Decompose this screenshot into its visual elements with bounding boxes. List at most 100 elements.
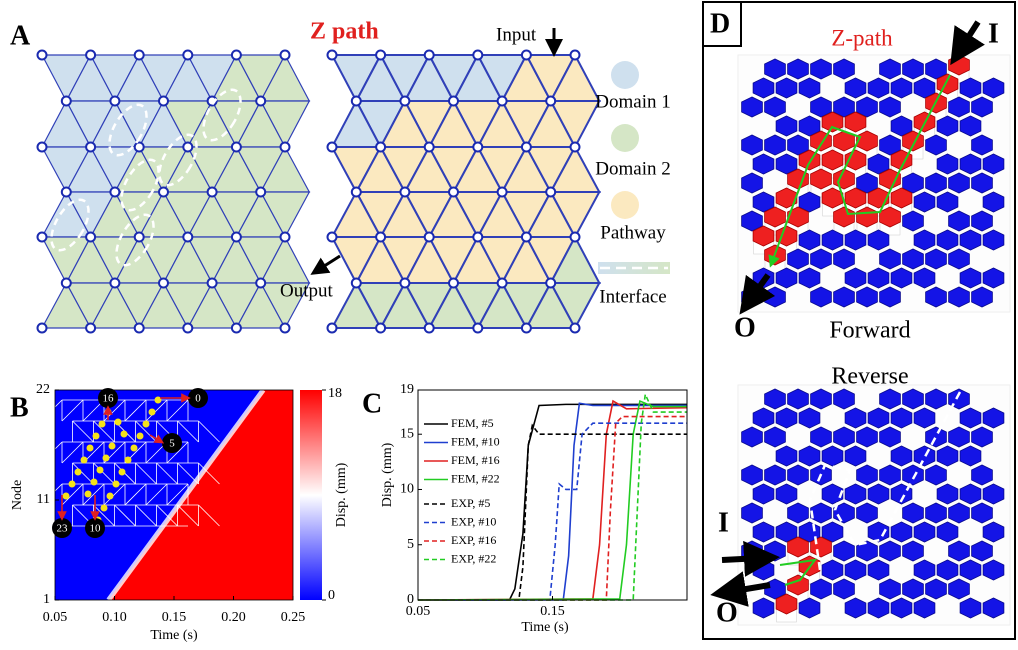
lattice-node <box>522 143 531 152</box>
panel-label: C <box>362 388 382 419</box>
lattice-node <box>449 97 458 106</box>
lattice-node <box>328 143 337 152</box>
lattice-node <box>232 143 241 152</box>
lattice-node <box>498 188 507 197</box>
lattice-node <box>473 233 482 242</box>
lattice-node <box>352 279 361 288</box>
lattice-node <box>135 324 144 333</box>
lattice-node <box>281 143 290 152</box>
lattice-node <box>208 188 217 197</box>
inset-node <box>75 469 82 476</box>
output-marker: O <box>716 597 738 628</box>
y-tick-label: 22 <box>36 382 50 397</box>
lattice-node <box>376 324 385 333</box>
lattice-node <box>328 51 337 60</box>
lattice-node <box>400 279 409 288</box>
panel-label: B <box>10 392 29 423</box>
y-tick-label: 1 <box>43 592 50 607</box>
lattice-node <box>62 188 71 197</box>
lattice-node <box>38 51 47 60</box>
series-line <box>418 423 687 600</box>
legend-label: EXP, #16 <box>451 533 496 547</box>
panel-title: Z-path <box>831 25 893 50</box>
output-label: Output <box>280 280 334 301</box>
legend-label: Domain 1 <box>595 91 670 112</box>
colorbar-label: Disp. (mm) <box>334 462 349 527</box>
lattice-node <box>449 279 458 288</box>
lattice-node <box>425 143 434 152</box>
colorbar-tick-label: 18 <box>328 386 342 401</box>
inset-node <box>119 469 126 476</box>
lattice-node <box>159 97 168 106</box>
legend-label: Interface <box>599 286 667 307</box>
figure: 160523100.050.100.150.200.2511122Time (s… <box>0 0 1018 650</box>
x-tick-label: 0.25 <box>281 610 306 625</box>
lattice-node <box>38 324 47 333</box>
colorbar <box>300 390 322 600</box>
inset-node <box>107 493 114 500</box>
inset-node <box>149 409 156 416</box>
x-axis-label: Time (s) <box>521 620 569 635</box>
node-label: 10 <box>90 523 102 535</box>
panel-c: FEM, #5FEM, #10FEM, #16FEM, #22EXP, #5EX… <box>362 382 687 635</box>
lattice-node <box>546 188 555 197</box>
lattice-node <box>256 188 265 197</box>
inset-node <box>131 445 138 452</box>
lattice-node <box>135 51 144 60</box>
y-tick-label: 19 <box>400 382 414 397</box>
lattice-node <box>328 233 337 242</box>
legend-label: FEM, #5 <box>451 416 494 430</box>
node-label: 23 <box>57 523 69 535</box>
inset-node <box>103 455 110 462</box>
lattice-node <box>571 51 580 60</box>
lattice-node <box>232 233 241 242</box>
legend-swatch <box>611 124 639 152</box>
input-marker: I <box>718 507 729 538</box>
lattice-node <box>208 279 217 288</box>
lattice-node <box>183 51 192 60</box>
inset-node <box>113 481 120 488</box>
lattice-node <box>135 233 144 242</box>
x-axis-label: Time (s) <box>150 628 198 643</box>
inset-node <box>101 505 108 512</box>
inset-node <box>143 421 150 428</box>
legend-label: FEM, #22 <box>451 471 500 485</box>
lattice-node <box>110 279 119 288</box>
lattice-node <box>571 143 580 152</box>
panel-title: Z path <box>310 19 379 45</box>
inset-node <box>109 443 116 450</box>
lattice-node <box>376 143 385 152</box>
lattice-node <box>281 233 290 242</box>
inset-node <box>85 491 92 498</box>
lattice-node <box>232 324 241 333</box>
lattice-node <box>352 188 361 197</box>
lattice-node <box>522 324 531 333</box>
legend-label: FEM, #16 <box>451 453 500 467</box>
inset-node <box>99 421 106 428</box>
lattice-node <box>522 51 531 60</box>
x-tick-label: 0.10 <box>102 610 127 625</box>
series-line <box>418 425 687 600</box>
node-label: 5 <box>169 438 175 450</box>
lattice-node <box>571 324 580 333</box>
lattice-node <box>135 143 144 152</box>
lattice-node <box>38 143 47 152</box>
lattice-node <box>38 233 47 242</box>
lattice-node <box>110 97 119 106</box>
input-label: Input <box>496 24 537 45</box>
lattice-node <box>376 233 385 242</box>
legend-label: Pathway <box>600 222 666 243</box>
inset-node <box>121 431 128 438</box>
lattice-node <box>546 97 555 106</box>
lattice-node <box>546 279 555 288</box>
input-marker: I <box>988 18 999 49</box>
lattice-node <box>400 188 409 197</box>
lattice-node <box>183 143 192 152</box>
inset-node <box>91 479 98 486</box>
lattice-node <box>425 51 434 60</box>
inset-node <box>87 445 94 452</box>
node-label: 0 <box>195 393 201 405</box>
y-tick-label: 11 <box>37 492 50 507</box>
y-tick-label: 10 <box>400 482 414 497</box>
lattice-node <box>352 97 361 106</box>
